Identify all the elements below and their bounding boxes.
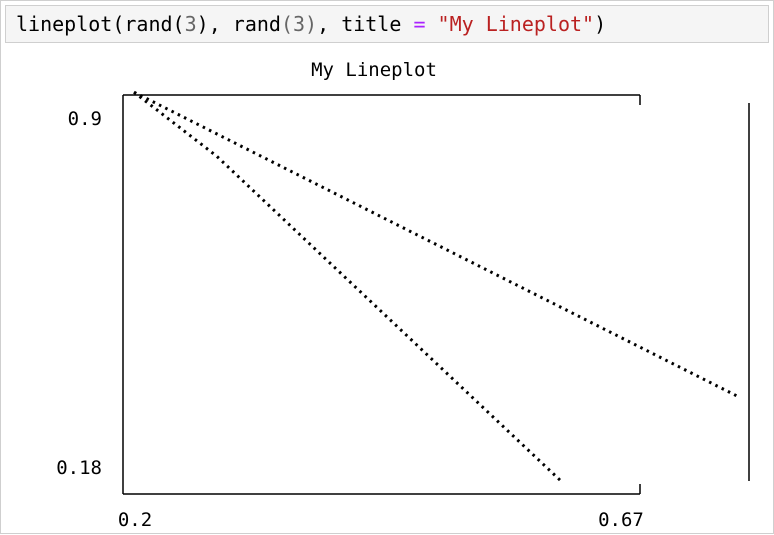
chart-title: My Lineplot [311, 59, 437, 81]
plot-frame [122, 94, 750, 495]
cell-output: My Lineplot 0.9 0.18 0.2 0.67 [1, 49, 774, 535]
series-line-1 [133, 91, 565, 484]
code-arg-b: 3 [293, 12, 306, 36]
y-tick-label-top: 0.9 [68, 108, 102, 130]
plot-series [133, 90, 740, 484]
x-tick-label-left: 0.2 [118, 509, 152, 531]
code-cell[interactable]: lineplot(rand(3), rand(3), title = "My L… [5, 5, 769, 43]
code-arg-open-a: ( [172, 12, 185, 36]
x-tick-label-right: 0.67 [598, 509, 644, 531]
code-paren-close: ) [594, 12, 607, 36]
y-tick-label-bottom: 0.18 [56, 457, 102, 479]
code-rand-a: rand [124, 12, 173, 36]
code-eq: = [401, 12, 438, 36]
code-title-string: "My Lineplot" [437, 12, 595, 36]
code-fn: lineplot [16, 12, 113, 36]
code-rand-b: rand [232, 12, 281, 36]
code-arg-open-b: ( [280, 12, 293, 36]
code-arg-close-b: ) [305, 12, 318, 36]
series-line-2 [133, 90, 740, 399]
code-kw: title [341, 12, 402, 36]
code-arg-a: 3 [184, 12, 197, 36]
code-comma-a: , [208, 12, 233, 36]
code-paren-open: ( [112, 12, 125, 36]
lineplot-chart: My Lineplot 0.9 0.18 0.2 0.67 [56, 59, 750, 531]
code-comma-b: , [317, 12, 342, 36]
code-arg-close-a: ) [196, 12, 209, 36]
